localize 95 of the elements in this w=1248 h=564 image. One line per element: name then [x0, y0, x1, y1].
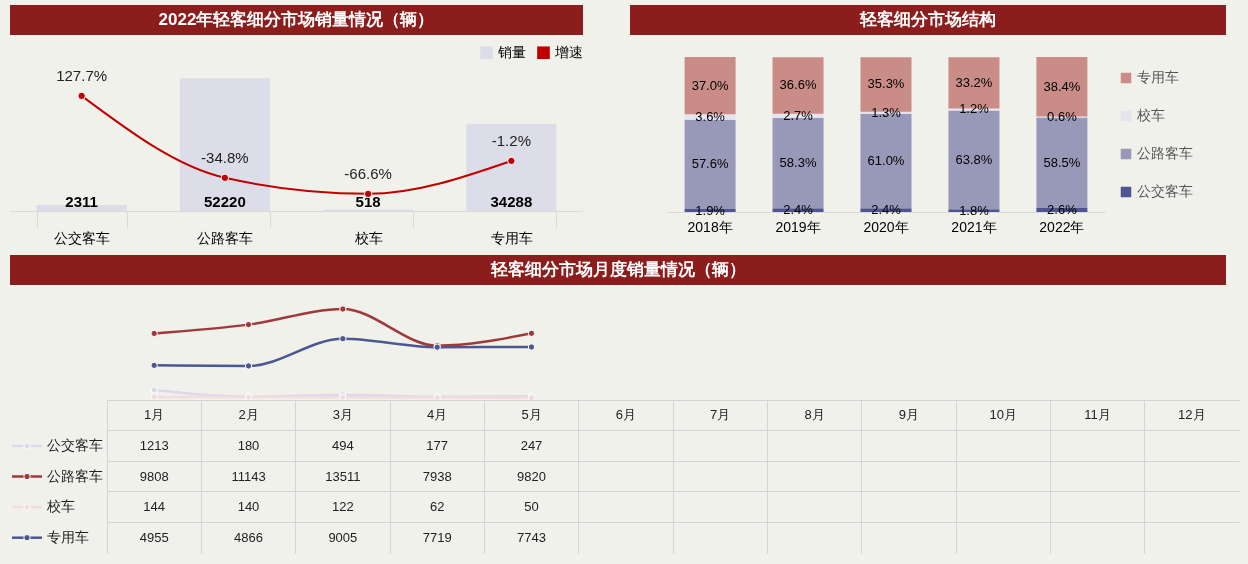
data-label: 9808: [139, 468, 169, 484]
data-label: 180: [237, 437, 260, 453]
legend-label: 专用车: [1137, 69, 1179, 85]
point: [150, 361, 158, 370]
point: [244, 362, 253, 370]
data-label: 62: [429, 499, 445, 515]
data-label: 7743: [517, 529, 546, 545]
data-label: 1.3%: [871, 104, 902, 120]
point: [527, 329, 536, 337]
data-label: 7938: [422, 468, 452, 484]
data-label: 127.7%: [56, 66, 108, 84]
data-label: 58.5%: [1043, 154, 1081, 170]
x-tick-label: 12月: [1178, 407, 1206, 423]
data-label: 50: [524, 499, 539, 515]
data-label: -34.8%: [201, 148, 249, 166]
x-tick-label: 5月: [521, 407, 542, 423]
data-label: 0.6%: [1047, 108, 1078, 124]
legend-label: 销量: [497, 43, 526, 60]
point: [507, 156, 516, 166]
x-tick-label: 2022年: [1039, 218, 1085, 235]
data-label: 2311: [65, 193, 98, 210]
legend-label: 增速: [554, 43, 583, 60]
x-tick-label: 7月: [710, 407, 731, 423]
data-label: 518: [355, 193, 381, 210]
point: [150, 386, 158, 394]
x-tick-label: 2月: [238, 407, 259, 423]
point: [339, 335, 347, 343]
x-tick-label: 4月: [427, 407, 448, 423]
data-label: 1.8%: [959, 202, 990, 218]
legend-label: 公路客车: [1137, 145, 1193, 161]
legend-label: 校车: [1136, 107, 1165, 123]
data-label: 61.0%: [867, 153, 905, 169]
point: [150, 329, 158, 338]
x-tick-label: 10月: [989, 407, 1017, 423]
data-label: 9820: [517, 468, 546, 484]
data-label: 11143: [231, 468, 266, 484]
bar: [36, 205, 127, 211]
point: [220, 173, 230, 183]
x-tick-label: 2019年: [775, 218, 821, 235]
x-tick-label: 6月: [615, 407, 636, 423]
x-tick-label: 专用车: [490, 229, 533, 246]
data-label: 494: [331, 437, 354, 453]
point: [339, 305, 347, 313]
x-tick-label: 校车: [353, 229, 383, 246]
legend-label: 公交客车: [1137, 183, 1193, 199]
data-label: 122: [331, 499, 354, 515]
x-tick-label: 3月: [332, 407, 353, 423]
data-label: 177: [426, 437, 449, 453]
data-label: 4955: [139, 529, 169, 545]
x-tick-label: 公路客车: [197, 229, 254, 246]
data-label: 63.8%: [955, 151, 993, 167]
point: [527, 343, 536, 351]
data-label: 140: [237, 499, 260, 515]
x-tick-label: 11月: [1084, 407, 1111, 423]
x-tick-label: 1月: [144, 407, 165, 423]
x-tick-label: 2020年: [863, 218, 909, 235]
point: [150, 393, 158, 401]
data-label: 7719: [422, 529, 452, 545]
data-label: 1.9%: [695, 202, 726, 218]
legend-label: 校车: [46, 498, 75, 515]
x-tick-label: 9月: [898, 407, 919, 423]
data-label: 58.3%: [779, 155, 817, 171]
data-label: 35.3%: [867, 76, 905, 92]
data-label: 144: [143, 499, 166, 515]
data-label: 2.7%: [783, 107, 814, 123]
x-tick-label: 8月: [804, 407, 825, 423]
data-label: 247: [520, 437, 543, 453]
data-label: 38.4%: [1043, 78, 1081, 94]
data-label: 33.2%: [955, 74, 993, 90]
chart-title: 轻客细分市场月度销量情况（辆）: [10, 255, 1226, 285]
data-label: 36.6%: [779, 77, 817, 93]
data-label: 34288: [490, 193, 533, 210]
data-label: 9005: [328, 529, 358, 545]
chart-title: 2022年轻客细分市场销量情况（辆）: [10, 5, 583, 35]
point: [244, 320, 253, 329]
bar: [179, 78, 270, 211]
x-tick-label: 2021年: [951, 218, 997, 235]
point: [77, 91, 86, 101]
data-label: 3.6%: [695, 109, 726, 125]
data-label: 1213: [139, 437, 169, 453]
data-label: 57.6%: [691, 156, 729, 172]
data-label: 37.0%: [691, 77, 729, 93]
data-label: 13511: [325, 468, 361, 484]
chart-title: 轻客细分市场结构: [630, 5, 1226, 35]
data-label: -1.2%: [491, 131, 531, 149]
data-label: -66.6%: [344, 164, 392, 182]
data-label: 4866: [234, 529, 263, 545]
data-label: 52220: [204, 193, 246, 210]
x-tick-label: 2018年: [687, 218, 733, 235]
x-tick-label: 公交客车: [54, 229, 111, 246]
legend-label: 公交客车: [47, 436, 103, 453]
data-label: 1.2%: [959, 101, 990, 117]
legend-label: 专用车: [47, 528, 89, 545]
legend-label: 公路客车: [47, 467, 103, 484]
bar: [466, 123, 557, 211]
